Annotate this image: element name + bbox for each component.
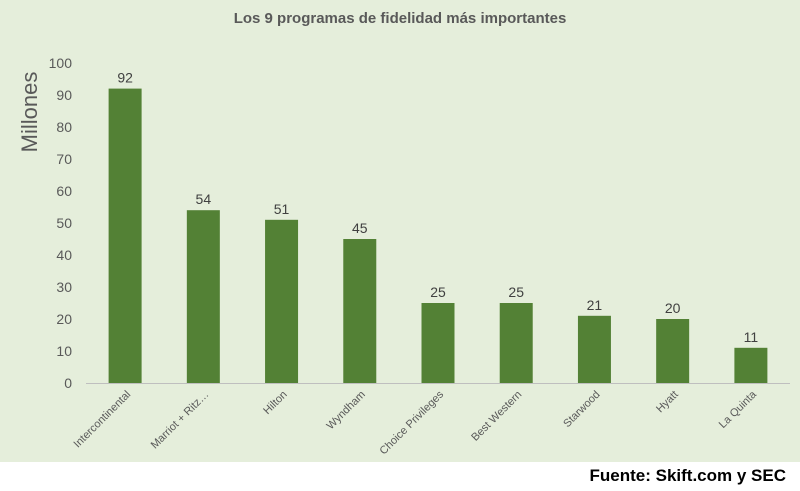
y-tick-label: 0 — [64, 375, 72, 391]
y-tick-label: 100 — [49, 55, 73, 71]
x-tick-label: Hyatt — [654, 389, 681, 416]
x-tick-label: Hilton — [261, 389, 289, 417]
x-tick-label: Intercontinental — [72, 389, 134, 451]
x-tick-label: La Quinta — [717, 388, 760, 431]
data-label: 25 — [508, 284, 524, 300]
data-label: 51 — [274, 201, 290, 217]
y-tick-label: 10 — [56, 343, 72, 359]
bar — [343, 239, 377, 383]
y-tick-label: 40 — [56, 247, 72, 263]
bar — [656, 319, 690, 383]
y-tick-label: 20 — [56, 311, 72, 327]
bar — [186, 210, 220, 383]
bar — [421, 303, 455, 383]
y-tick-label: 70 — [56, 151, 72, 167]
y-tick-label: 30 — [56, 279, 72, 295]
bar — [108, 88, 142, 383]
y-tick-label: 50 — [56, 215, 72, 231]
x-tick-label: Marriot + Ritz… — [149, 389, 212, 452]
data-label: 92 — [117, 70, 133, 86]
data-label: 25 — [430, 284, 446, 300]
y-tick-label: 80 — [56, 119, 72, 135]
x-tick-label: Best Western — [469, 389, 524, 444]
bar — [734, 347, 768, 383]
bar — [499, 303, 533, 383]
chart-title: Los 9 programas de fidelidad más importa… — [233, 10, 567, 27]
x-tick-label: Choice Privileges — [378, 388, 447, 457]
data-label: 20 — [665, 300, 681, 316]
x-tick-label: Wyndham — [324, 389, 367, 432]
data-label: 11 — [744, 329, 759, 345]
x-tick-label: Starwood — [561, 389, 602, 430]
data-label: 45 — [352, 220, 368, 236]
source-note: Fuente: Skift.com y SEC — [589, 466, 786, 485]
plot-area: 0 10 20 30 40 50 60 70 80 90 100 92 Intercontinental… — [49, 55, 790, 457]
data-label: 21 — [587, 297, 603, 313]
bar — [265, 219, 299, 383]
y-tick-label: 90 — [56, 87, 72, 103]
y-tick-label: 60 — [56, 183, 72, 199]
data-label: 54 — [196, 191, 212, 207]
chart-panel: Los 9 programas de fidelidad más importa… — [0, 0, 800, 462]
bar — [577, 315, 611, 383]
